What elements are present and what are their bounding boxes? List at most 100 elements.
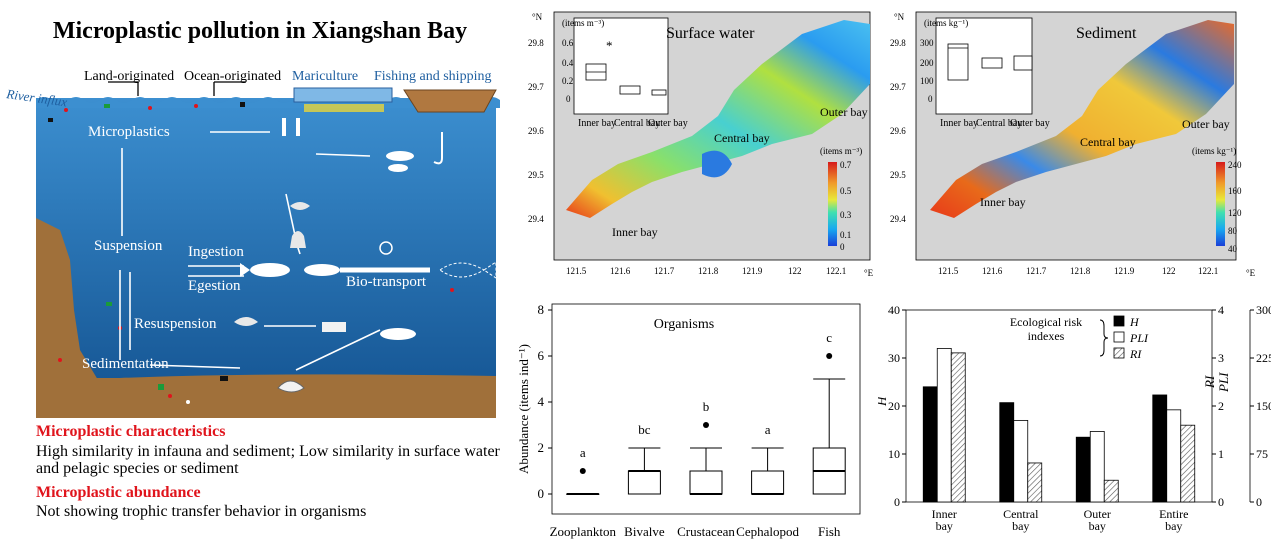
characteristics-text: High similarity in infauna and sediment;… <box>36 443 500 477</box>
colorbar-unit: (items kg⁻¹) <box>1192 146 1236 156</box>
coastal-cliff <box>36 218 110 390</box>
pli-tick-label: 1 <box>1218 447 1224 461</box>
lon-tick: 121.5 <box>938 266 959 276</box>
ri-tick-label: 300 <box>1256 303 1271 317</box>
inset-category: Outer bay <box>1010 118 1050 129</box>
bar-h <box>999 402 1015 503</box>
seabed <box>36 374 496 418</box>
axis-label-pli: PLI <box>1216 372 1231 393</box>
bar-pli <box>1166 409 1182 503</box>
abundance-heading: Microplastic abundance <box>36 484 201 501</box>
category-label: Bivalve <box>624 524 665 539</box>
axis-label-h: H <box>878 396 889 407</box>
suspension-label: Suspension <box>94 238 163 254</box>
fishing-hook-icon <box>433 132 443 165</box>
input-arrows <box>108 81 246 96</box>
inset-ytick: 100 <box>920 76 934 86</box>
lon-tick: 121.9 <box>742 266 763 276</box>
y-tick-label: 6 <box>538 348 545 363</box>
pli-tick-label: 0 <box>1218 495 1224 509</box>
colorbar-tick: 0 <box>840 242 845 252</box>
colorbar-tick: 120 <box>1228 208 1242 218</box>
lat-tick: 29.5 <box>890 170 906 180</box>
category-label: Central <box>1003 507 1039 521</box>
lat-unit: °N <box>894 12 905 22</box>
bar-ri <box>1180 424 1196 503</box>
significance-letter: c <box>826 330 832 345</box>
lon-unit: °E <box>1246 268 1256 278</box>
sedimentation-label: Sedimentation <box>82 356 169 372</box>
lon-tick: 121.9 <box>1114 266 1135 276</box>
boxplot-title: Organisms <box>654 317 714 332</box>
inset-unit: (items m⁻³) <box>562 18 604 28</box>
inset-category: Inner bay <box>578 118 616 129</box>
colorbar-tick: 160 <box>1228 186 1242 196</box>
axis-label-ri: RI <box>1202 375 1217 389</box>
fishing-shipping-label: Fishing and shipping <box>374 69 491 84</box>
inset-ytick: 0.6 <box>562 38 574 48</box>
pollution-diagram: River influx Land-originated Ocean-origi… <box>5 69 500 418</box>
lon-tick: 121.8 <box>698 266 719 276</box>
significance-letter: bc <box>638 422 651 437</box>
organisms-boxplot: Organisms Abundance (items ind⁻¹) 0 2 4 6 8 a… <box>516 302 861 539</box>
colorbar-tick: 0.7 <box>840 160 852 170</box>
lon-tick: 122.1 <box>1198 266 1218 276</box>
lon-tick: 122 <box>788 266 802 276</box>
ocean-originated-label: Ocean-originated <box>184 69 281 84</box>
region-outer-label: Outer bay <box>820 105 868 119</box>
legend-label: H <box>1129 315 1140 329</box>
category-label: bay <box>936 519 953 533</box>
bay-surface-shape <box>566 20 870 218</box>
region-outer-label: Outer bay <box>1182 117 1230 131</box>
h-tick-label: 40 <box>888 303 900 317</box>
h-tick-label: 20 <box>888 399 900 413</box>
inset-marker: * <box>606 38 613 53</box>
significance-letter: b <box>703 399 710 414</box>
bar-ri <box>1103 479 1119 503</box>
significance-letter: a <box>765 422 771 437</box>
colorbar-tick: 240 <box>1228 160 1242 170</box>
bar-pli <box>1089 431 1105 503</box>
colorbar-unit: (items m⁻³) <box>820 146 862 156</box>
y-tick-label: 2 <box>538 440 545 455</box>
inset-category: Inner bay <box>940 118 978 129</box>
region-inner-label: Inner bay <box>612 225 658 239</box>
squid-icon <box>290 231 306 248</box>
clock-icon <box>379 241 393 255</box>
inset-ytick: 0.2 <box>562 76 573 86</box>
box <box>627 470 661 495</box>
h-tick-label: 0 <box>894 495 900 509</box>
legend-label: RI <box>1129 347 1142 361</box>
inset-ytick: 0.4 <box>562 58 574 68</box>
legend-label: PLI <box>1129 331 1149 345</box>
lat-tick: 29.6 <box>890 126 906 136</box>
region-central-label: Central bay <box>714 131 770 145</box>
lat-tick: 29.7 <box>890 82 906 92</box>
colorbar <box>1216 162 1225 246</box>
lat-unit: °N <box>532 12 543 22</box>
bar-h <box>1152 394 1168 503</box>
legend-title: indexes <box>1028 329 1065 343</box>
lat-tick: 29.4 <box>528 214 544 224</box>
microplastics-label: Microplastics <box>88 124 170 140</box>
lon-tick: 122.1 <box>826 266 846 276</box>
lat-tick: 29.8 <box>890 38 906 48</box>
category-label: bay <box>1089 519 1106 533</box>
resuspension-label: Resuspension <box>134 316 217 332</box>
bar-ri <box>1027 462 1043 503</box>
zooplankton-icon <box>282 118 300 136</box>
inset-ytick: 0 <box>928 94 933 104</box>
surface-water-map: Surface water (items m⁻³) * 0.6 0.4 0.2 … <box>528 11 874 278</box>
region-inner-label: Inner bay <box>980 195 1026 209</box>
legend-swatch <box>1113 331 1125 343</box>
lon-tick: 122 <box>1162 266 1176 276</box>
lat-tick: 29.4 <box>890 214 906 224</box>
box-outlier <box>703 422 709 428</box>
flow-arrows <box>119 131 381 371</box>
lat-tick: 29.8 <box>528 38 544 48</box>
shrimp-icon <box>234 202 310 326</box>
category-label: Outer <box>1084 507 1111 521</box>
ri-tick-label: 75 <box>1256 447 1268 461</box>
ri-tick-label: 225 <box>1256 351 1271 365</box>
category-label: Fish <box>818 524 841 539</box>
